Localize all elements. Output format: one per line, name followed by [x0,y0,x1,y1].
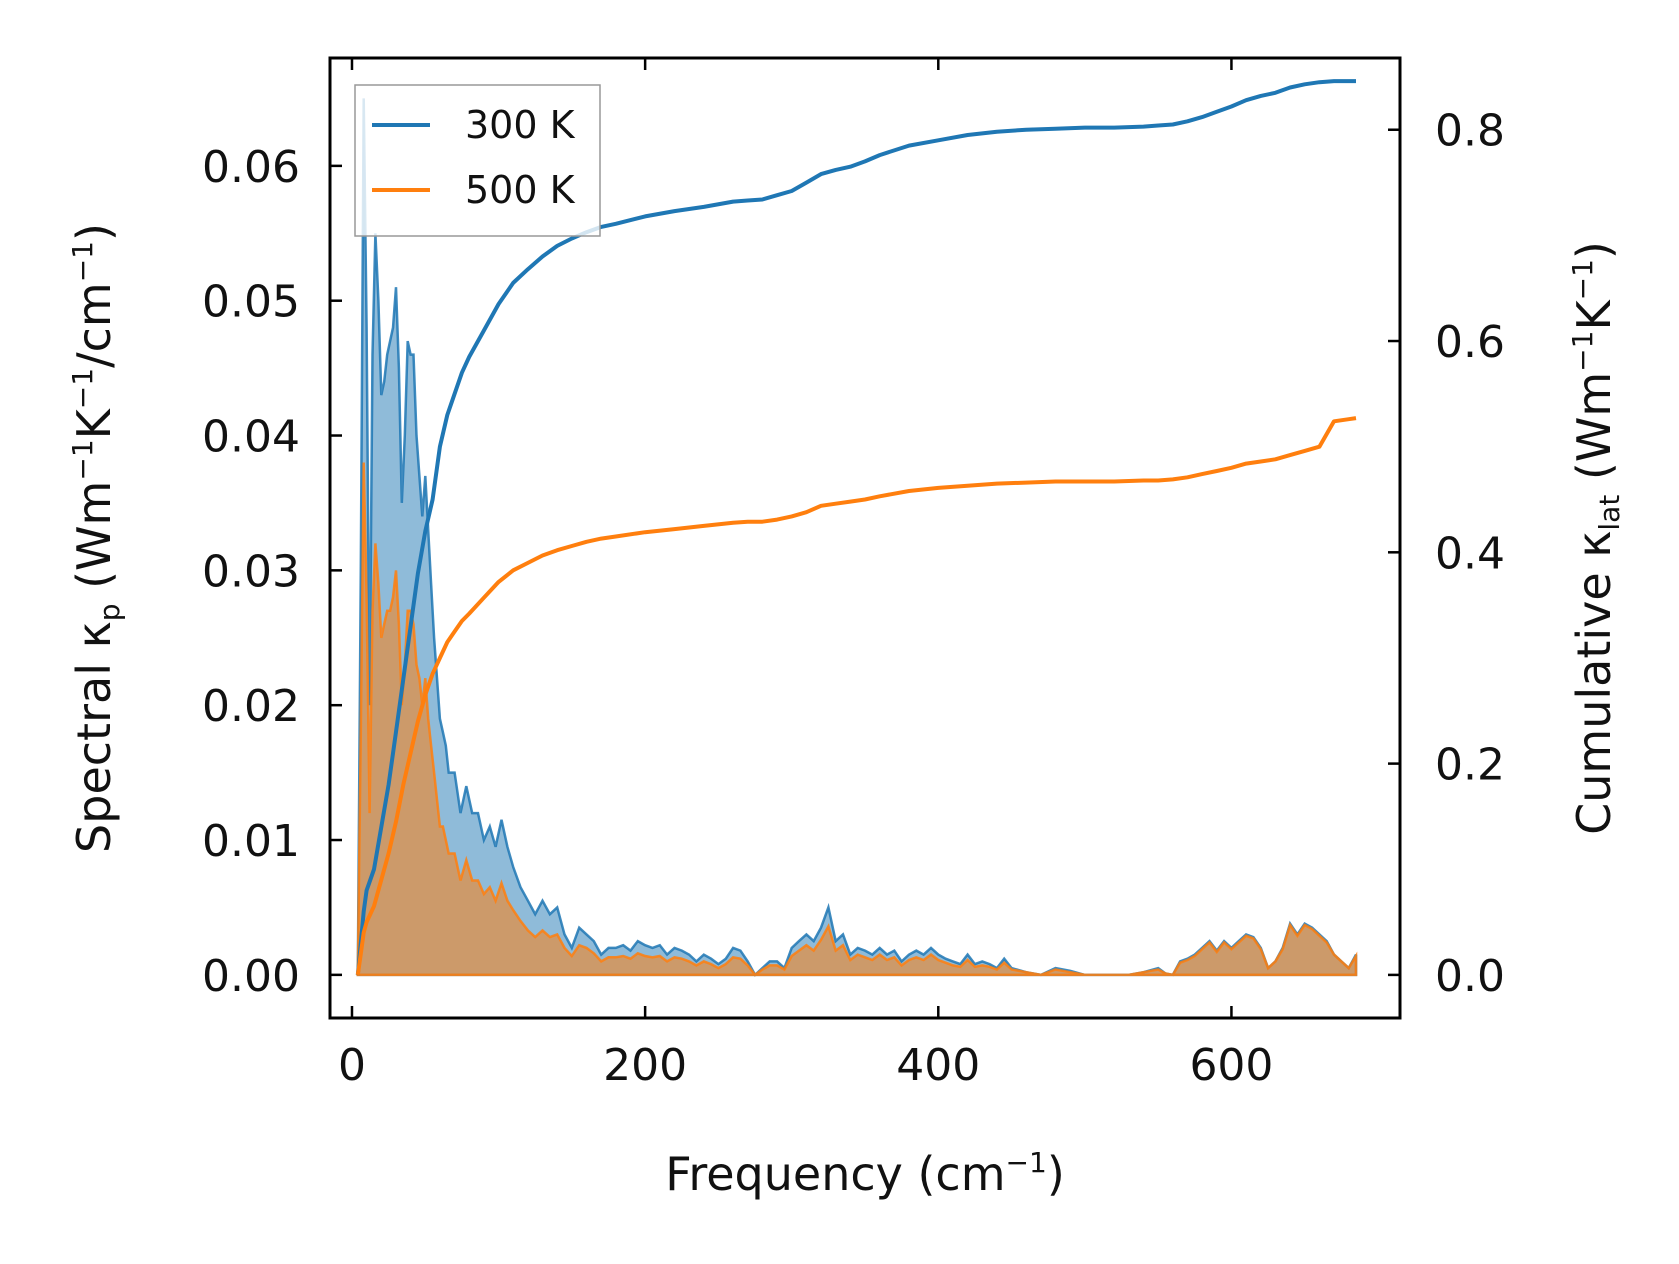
x-tick-label: 0 [338,1040,366,1091]
ticks [330,58,1400,1018]
plot-frame [328,56,1402,1020]
y-tick-label-right: 0.4 [1435,528,1505,579]
y-tick-label-left: 0.00 [202,951,300,1002]
legend: 300 K 500 K [354,84,601,237]
y-axis-label-left: Spectral κp (Wm−1K−1/cm−1) [66,223,126,853]
cumulative-line-300k [355,79,1356,976]
y-axis-label-right: Cumulative κlat (Wm−1K−1) [1566,241,1626,835]
y-tick-label-left: 0.06 [202,142,300,193]
cumulative-line-500k [355,416,1357,976]
cumulative-lines [355,79,1357,976]
x-tick-label: 600 [1189,1040,1273,1091]
x-tick-label: 400 [896,1040,980,1091]
legend-box [354,84,601,237]
y-tick-label-left: 0.05 [202,277,300,328]
x-tick-label: 200 [603,1040,687,1091]
x-axis-label: Frequency (cm−1) [665,1146,1065,1201]
y-tick-label-right: 0.6 [1435,317,1505,368]
spectral-area-500k [356,462,1358,977]
y-tick-label-right: 0.8 [1435,106,1505,157]
legend-label-500k: 500 K [465,168,576,212]
legend-label-300k: 300 K [465,103,576,147]
y-tick-label-left: 0.04 [202,412,300,463]
y-tick-label-left: 0.02 [202,681,300,732]
spectral-areas [356,98,1358,977]
y-tick-label-left: 0.03 [202,546,300,597]
y-tick-label-right: 0.2 [1435,740,1505,791]
y-tick-label-right: 0.0 [1435,951,1505,1002]
tick-labels: 0 200 400 600 0.00 0.01 0.02 0.03 0.04 0.05 0.06 0.… [202,106,1505,1091]
y-tick-label-left: 0.01 [202,816,300,867]
